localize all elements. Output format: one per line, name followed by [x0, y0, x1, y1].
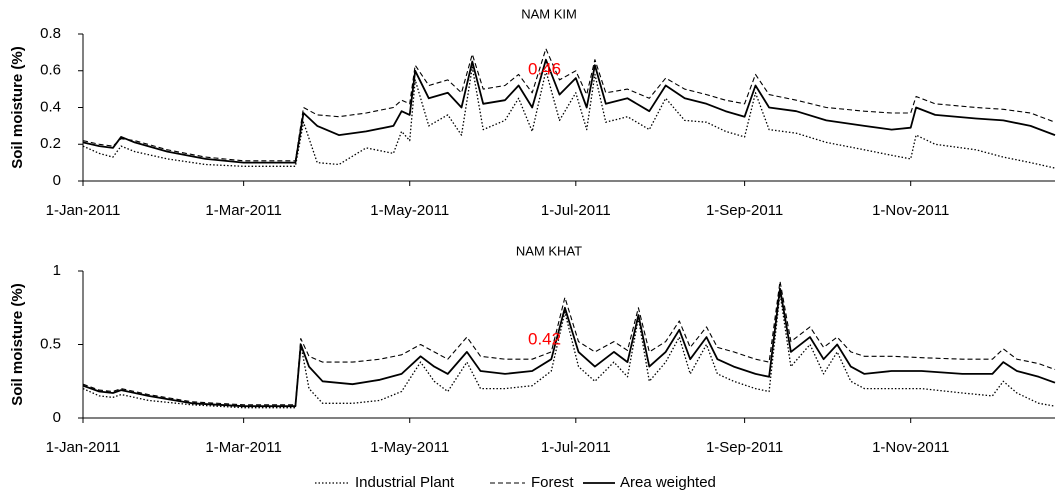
- y-tick-label: 0.2: [40, 135, 61, 152]
- x-tick-label: 1-Jul-2011: [541, 202, 611, 219]
- x-tick-label: 1-Jan-2011: [46, 202, 121, 219]
- y-tick-label: 1: [53, 262, 61, 279]
- annotation: 0.46: [528, 59, 561, 78]
- series-line: [82, 48, 1056, 162]
- legend-label: Industrial Plant: [355, 474, 455, 491]
- series-line: [82, 58, 1056, 164]
- y-tick-label: 0.6: [40, 62, 61, 79]
- x-tick-label: 1-Jan-2011: [46, 439, 121, 456]
- x-tick-label: 1-Mar-2011: [205, 202, 281, 219]
- legend-label: Forest: [531, 474, 574, 491]
- series-line: [82, 280, 1056, 406]
- x-tick-label: 1-Sep-2011: [706, 202, 783, 219]
- x-tick-label: 1-Mar-2011: [205, 439, 281, 456]
- series-line: [82, 292, 1056, 409]
- series-line: [82, 287, 1056, 408]
- legend-label: Area weighted: [620, 474, 716, 491]
- y-axis-label: Soil moisture (%): [9, 283, 26, 406]
- x-tick-label: 1-Jul-2011: [541, 439, 611, 456]
- series-line: [82, 66, 1056, 169]
- y-tick-label: 0: [53, 409, 61, 426]
- chart-title: NAM KHAT: [516, 243, 582, 258]
- y-axis-label: Soil moisture (%): [9, 46, 26, 169]
- x-tick-label: 1-Sep-2011: [706, 439, 783, 456]
- x-tick-label: 1-May-2011: [370, 439, 449, 456]
- x-tick-label: 1-Nov-2011: [872, 439, 949, 456]
- y-tick-label: 0: [53, 172, 61, 189]
- chart-title: NAM KIM: [521, 6, 577, 21]
- y-tick-label: 0.8: [40, 25, 61, 42]
- x-tick-label: 1-May-2011: [370, 202, 449, 219]
- annotation: 0.42: [528, 329, 561, 348]
- y-tick-label: 0.4: [40, 98, 61, 115]
- y-tick-label: 0.5: [40, 335, 61, 352]
- x-tick-label: 1-Nov-2011: [872, 202, 949, 219]
